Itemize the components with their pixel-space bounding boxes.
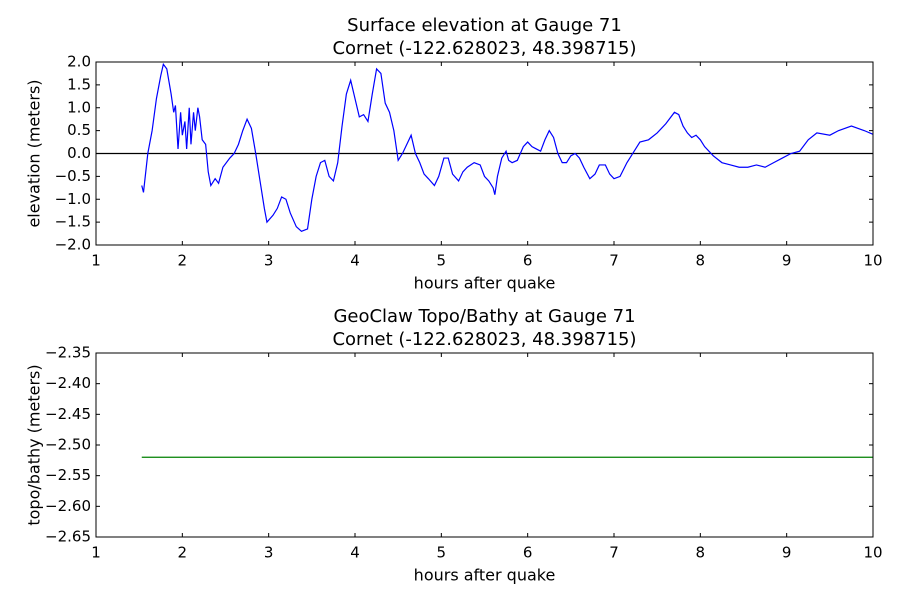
x-tick-label: 6 xyxy=(523,252,533,270)
chart-title: GeoClaw Topo/Bathy at Gauge 71 xyxy=(333,306,635,327)
y-tick-label: −2.45 xyxy=(45,405,91,423)
x-tick-label: 7 xyxy=(609,544,619,562)
x-axis-label: hours after quake xyxy=(414,274,556,293)
chart-subtitle: Cornet (-122.628023, 48.398715) xyxy=(332,329,636,350)
y-tick-label: −1.0 xyxy=(55,190,91,208)
chart-subtitle: Cornet (-122.628023, 48.398715) xyxy=(332,38,636,59)
x-tick-label: 3 xyxy=(264,544,274,562)
data-line xyxy=(141,62,874,232)
x-tick-label: 9 xyxy=(782,544,792,562)
chart-title: Surface elevation at Gauge 71 xyxy=(347,15,622,36)
y-tick-label: −2.35 xyxy=(45,344,91,362)
x-tick-label: 10 xyxy=(863,544,882,562)
x-tick-label: 2 xyxy=(178,544,188,562)
y-tick-label: −2.65 xyxy=(45,528,91,546)
y-axis-label: elevation (meters) xyxy=(25,79,44,227)
x-tick-label: 8 xyxy=(696,252,706,270)
y-tick-label: −2.50 xyxy=(45,436,91,454)
y-tick-label: −2.60 xyxy=(45,497,91,515)
y-tick-label: 0.0 xyxy=(67,144,91,162)
x-tick-label: 4 xyxy=(350,544,360,562)
y-tick-label: 1.5 xyxy=(67,75,91,93)
x-tick-label: 1 xyxy=(91,544,101,562)
x-tick-label: 7 xyxy=(609,252,619,270)
y-tick-label: 0.5 xyxy=(67,121,91,139)
y-tick-label: −0.5 xyxy=(55,167,91,185)
x-tick-label: 8 xyxy=(696,544,706,562)
y-tick-label: 1.0 xyxy=(67,98,91,116)
x-tick-label: 5 xyxy=(437,252,447,270)
y-tick-label: −2.0 xyxy=(55,236,91,254)
x-tick-label: 2 xyxy=(178,252,188,270)
y-tick-label: −2.55 xyxy=(45,466,91,484)
y-tick-label: −2.40 xyxy=(45,374,91,392)
plot-frame xyxy=(95,352,874,538)
y-tick-label: −1.5 xyxy=(55,213,91,231)
x-tick-label: 10 xyxy=(863,252,882,270)
y-axis-label: topo/bathy (meters) xyxy=(25,364,44,525)
x-tick-label: 4 xyxy=(350,252,360,270)
plot-frame xyxy=(95,61,874,246)
x-tick-label: 1 xyxy=(91,252,101,270)
x-tick-label: 3 xyxy=(264,252,274,270)
x-tick-label: 5 xyxy=(437,544,447,562)
x-tick-label: 6 xyxy=(523,544,533,562)
y-tick-label: 2.0 xyxy=(67,53,91,71)
x-axis-label: hours after quake xyxy=(414,566,556,585)
x-tick-label: 9 xyxy=(782,252,792,270)
